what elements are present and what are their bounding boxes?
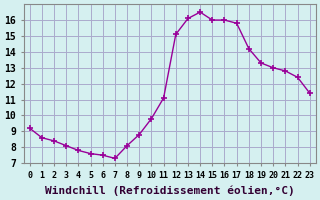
X-axis label: Windchill (Refroidissement éolien,°C): Windchill (Refroidissement éolien,°C) bbox=[45, 185, 295, 196]
